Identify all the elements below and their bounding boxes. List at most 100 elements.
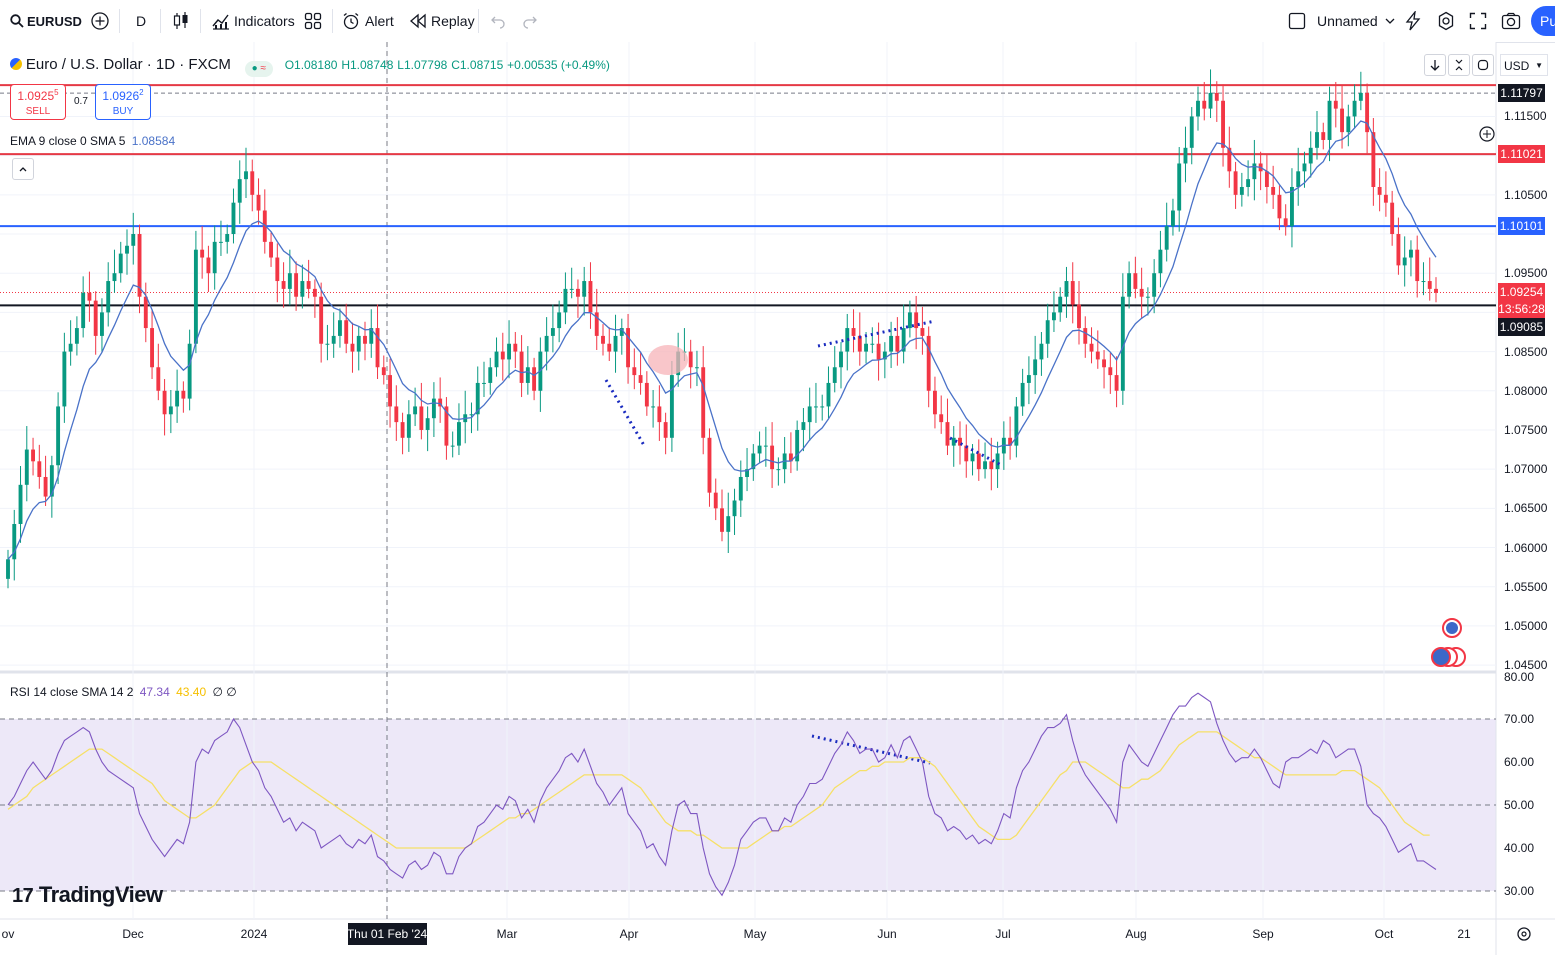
rsi-value: 47.34 bbox=[139, 685, 170, 699]
candle-body bbox=[425, 418, 430, 430]
symbol-search[interactable]: EURUSD bbox=[10, 0, 82, 42]
candle-body bbox=[688, 351, 693, 368]
currency-select[interactable]: USD ▼ bbox=[1500, 54, 1548, 76]
templates-button[interactable] bbox=[304, 0, 322, 42]
candle-body bbox=[995, 453, 1000, 470]
collapse-pane-button[interactable] bbox=[1448, 54, 1470, 76]
candle-body bbox=[56, 406, 61, 466]
alert-button[interactable]: Alert bbox=[342, 0, 394, 42]
undo-button[interactable] bbox=[490, 0, 506, 42]
series-legend[interactable]: Euro / U.S. Dollar · 1D · FXCM ● ≈ O1.08… bbox=[10, 56, 610, 77]
candle-body bbox=[363, 335, 367, 344]
candle-body bbox=[112, 273, 117, 282]
candle-body bbox=[713, 492, 718, 509]
tradingview-logo[interactable]: 17 TradingView bbox=[12, 882, 163, 908]
candle-body bbox=[181, 390, 186, 399]
candle-body bbox=[576, 288, 580, 297]
candle-body bbox=[1052, 312, 1056, 321]
fullscreen-button[interactable] bbox=[1469, 0, 1487, 42]
candle-body bbox=[100, 312, 104, 336]
scroll-down-button[interactable] bbox=[1424, 54, 1446, 76]
candle-body bbox=[1089, 343, 1094, 352]
candles-icon bbox=[173, 12, 188, 29]
candle-body bbox=[1246, 179, 1251, 187]
candle-body bbox=[939, 414, 944, 423]
sell-button[interactable]: 1.09255 SELL bbox=[10, 84, 66, 120]
candlestick-series bbox=[6, 69, 1438, 589]
candle-body bbox=[1083, 328, 1088, 344]
candle-body bbox=[851, 328, 856, 336]
price-badge: 1.11021 bbox=[1498, 144, 1545, 163]
price-tick-label: 1.10500 bbox=[1504, 187, 1548, 202]
layout-button[interactable]: Unnamed bbox=[1288, 0, 1396, 42]
collapse-icon bbox=[1455, 59, 1463, 71]
candle-body bbox=[250, 171, 255, 195]
candle-body bbox=[269, 241, 273, 258]
candle-body bbox=[338, 320, 342, 336]
candle-body bbox=[1239, 186, 1244, 195]
candle-body bbox=[795, 429, 800, 462]
chart-canvas[interactable] bbox=[0, 42, 1555, 955]
candle-body bbox=[431, 398, 436, 419]
maximize-pane-button[interactable] bbox=[1472, 54, 1494, 76]
ohlc-open: O1.08180 bbox=[284, 58, 338, 72]
settings-button[interactable] bbox=[1436, 0, 1456, 42]
candle-body bbox=[350, 343, 355, 352]
candle-body bbox=[569, 288, 574, 290]
candle-body bbox=[663, 422, 668, 438]
candle-body bbox=[776, 469, 781, 471]
ohlc-close: C1.08715 bbox=[451, 58, 504, 72]
price-badge: 1.09085 bbox=[1498, 318, 1545, 337]
euro-flag-icon bbox=[10, 58, 22, 70]
candle-body bbox=[657, 406, 662, 423]
redo-icon bbox=[523, 16, 537, 29]
price-badge: 1.11797 bbox=[1498, 84, 1545, 103]
ohlc-high: H1.08748 bbox=[341, 58, 394, 72]
lightning-icon bbox=[1405, 11, 1421, 31]
quick-search-button[interactable] bbox=[1403, 0, 1423, 42]
price-tick-label: 1.06500 bbox=[1504, 501, 1548, 516]
ema-legend[interactable]: EMA 9 close 0 SMA 5 1.08584 bbox=[10, 134, 175, 148]
rsi-tick-label: 40.00 bbox=[1504, 841, 1535, 855]
candle-body bbox=[500, 351, 505, 360]
collapse-legend-button[interactable] bbox=[12, 158, 34, 180]
candle-body bbox=[901, 328, 906, 352]
candle-body bbox=[1409, 249, 1413, 258]
ema-value: 1.08584 bbox=[131, 134, 176, 148]
chart-area[interactable]: Euro / U.S. Dollar · 1D · FXCM ● ≈ O1.08… bbox=[0, 42, 1555, 955]
interval-button[interactable]: D bbox=[136, 13, 147, 29]
candle-body bbox=[457, 422, 461, 446]
candle-body bbox=[1283, 218, 1288, 227]
price-tick-label: 1.06000 bbox=[1504, 540, 1548, 555]
candle-body bbox=[1352, 100, 1357, 117]
candle-body bbox=[807, 406, 812, 423]
candle-body bbox=[1114, 375, 1119, 391]
candle-body bbox=[18, 484, 23, 525]
eu-flag-icon[interactable] bbox=[1431, 647, 1451, 667]
price-pane-bg bbox=[0, 42, 1496, 669]
candle-body bbox=[507, 343, 511, 360]
candle-body bbox=[488, 367, 493, 383]
candle-body bbox=[1026, 375, 1031, 383]
candle-body bbox=[438, 398, 443, 407]
candle-body bbox=[701, 367, 706, 438]
replay-button[interactable]: Replay bbox=[409, 0, 475, 42]
publish-button[interactable]: Pu bbox=[1531, 6, 1555, 36]
chart-type-button[interactable] bbox=[172, 0, 190, 42]
redo-button[interactable] bbox=[522, 0, 538, 42]
candle-body bbox=[964, 445, 969, 462]
rsi-sma-line bbox=[7, 731, 1430, 849]
market-status-badge[interactable]: ● ≈ bbox=[244, 61, 273, 77]
candle-body bbox=[601, 335, 605, 344]
rsi-extra: ∅ ∅ bbox=[212, 685, 237, 699]
indicators-button[interactable]: Indicators bbox=[212, 0, 295, 42]
buy-button[interactable]: 1.09262 BUY bbox=[95, 84, 151, 120]
add-level-icon[interactable] bbox=[1479, 126, 1495, 142]
snapshot-button[interactable] bbox=[1501, 0, 1521, 42]
rsi-legend[interactable]: RSI 14 close SMA 14 2 47.34 43.40 ∅ ∅ bbox=[10, 685, 237, 699]
candle-body bbox=[1371, 132, 1376, 187]
candle-body bbox=[1064, 281, 1069, 297]
compare-button[interactable] bbox=[90, 0, 110, 42]
axis-settings-icon[interactable] bbox=[1517, 927, 1531, 941]
buy-price: 1.0926 bbox=[102, 89, 140, 103]
